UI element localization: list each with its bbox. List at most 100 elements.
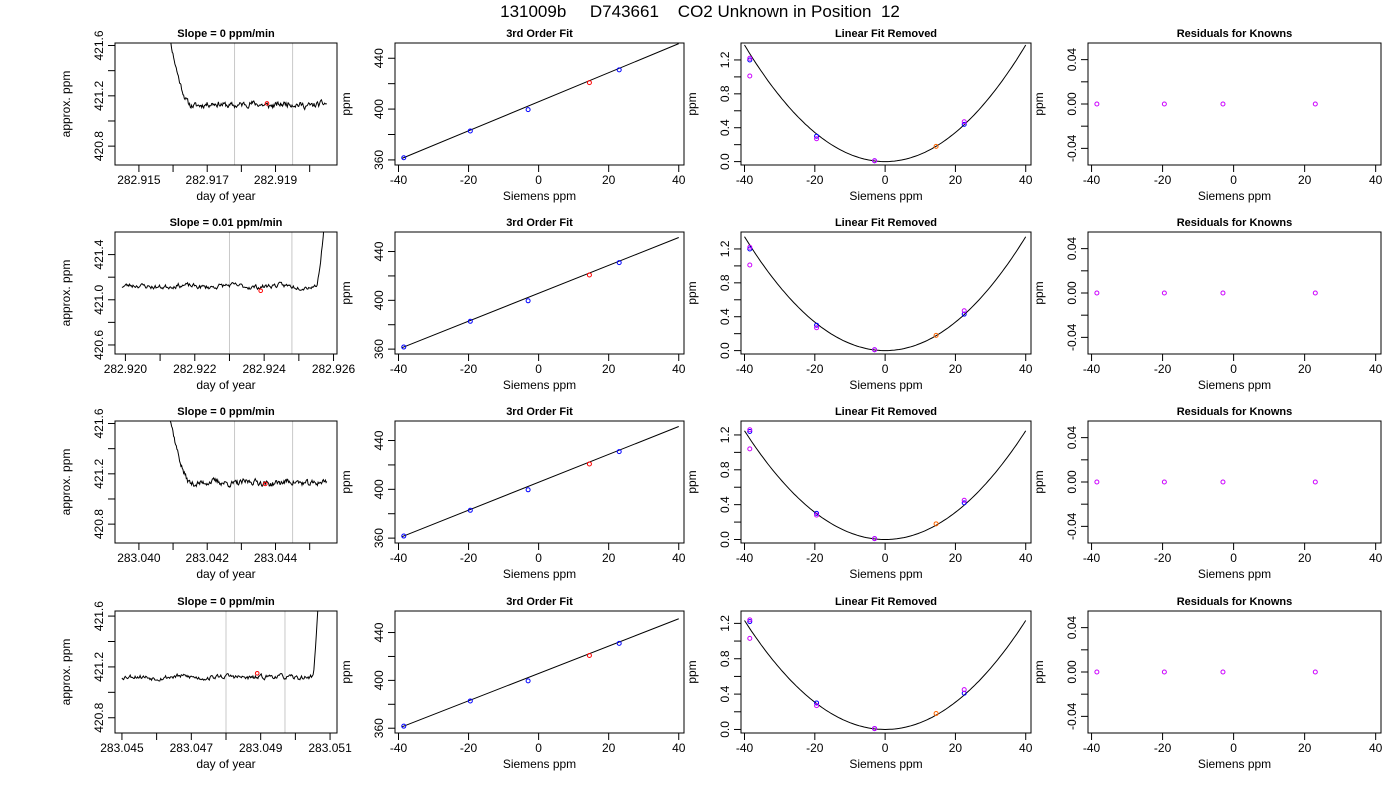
- panel-title: 3rd Order Fit: [506, 406, 573, 418]
- data-point: [961, 311, 967, 317]
- y-axis-label: ppm: [685, 281, 699, 304]
- x-tick-label: 20: [602, 741, 616, 755]
- y-tick-label: 421.2: [92, 652, 106, 682]
- data-point: [616, 67, 622, 73]
- x-tick-label: 0: [535, 173, 542, 187]
- chart-panel-16-residuals: Residuals for Knowns Siemens ppm ppm -40 -20…: [1032, 596, 1383, 771]
- data-point: [961, 497, 967, 503]
- x-axis-label: day of year: [196, 378, 255, 392]
- plot-area: [169, 421, 328, 543]
- data-point: [1220, 290, 1226, 296]
- x-tick-label: 20: [602, 551, 616, 565]
- data-point: [586, 652, 592, 658]
- y-tick-label: 360: [372, 528, 386, 548]
- data-point: [401, 344, 407, 350]
- chart-panel-15-linear-removed: Linear Fit Removed Siemens ppm ppm -40 -20 0 2…: [685, 596, 1033, 771]
- plot-area: [401, 618, 679, 729]
- y-tick-label: 420.8: [92, 131, 106, 161]
- data-point: [961, 119, 967, 125]
- y-tick-label: 1.2: [718, 51, 732, 68]
- x-tick-label: 40: [1369, 173, 1383, 187]
- data-point: [1161, 290, 1167, 296]
- x-tick-label: 282.922: [173, 362, 217, 376]
- x-tick-label: -20: [460, 741, 478, 755]
- y-tick-label: 0.00: [1065, 281, 1079, 305]
- data-point: [616, 260, 622, 266]
- plot-frame: [114, 231, 338, 355]
- x-tick-label: 0: [882, 741, 889, 755]
- y-tick-label: 1.2: [718, 240, 732, 257]
- data-point: [961, 687, 967, 693]
- y-tick-label: 400: [372, 670, 386, 690]
- plot-area: [401, 426, 679, 539]
- x-tick-label: -40: [390, 173, 408, 187]
- data-point: [467, 318, 473, 324]
- plot-area: [170, 43, 327, 165]
- y-axis-label: ppm: [1032, 92, 1046, 115]
- data-point: [616, 449, 622, 455]
- x-tick-label: -40: [390, 741, 408, 755]
- plot-area: [1094, 290, 1318, 296]
- x-tick-label: 20: [949, 741, 963, 755]
- x-tick-label: -40: [390, 362, 408, 376]
- chart-panel-11-linear-removed: Linear Fit Removed Siemens ppm ppm -40 -20 0 2…: [685, 406, 1033, 581]
- plot-frame: [394, 420, 685, 544]
- data-point: [1312, 669, 1318, 675]
- data-point: [1161, 479, 1167, 485]
- x-tick-label: 0: [535, 741, 542, 755]
- panel-title: Residuals for Knowns: [1177, 28, 1293, 40]
- data-point: [1094, 479, 1100, 485]
- plot-frame: [740, 420, 1032, 544]
- y-tick-label: 0.04: [1065, 48, 1079, 72]
- plot-frame: [1087, 42, 1382, 166]
- x-tick-label: -20: [806, 551, 824, 565]
- data-point: [525, 298, 531, 304]
- x-axis-label: day of year: [196, 757, 255, 771]
- x-axis-label: Siemens ppm: [1198, 378, 1271, 392]
- x-tick-label: 283.047: [170, 741, 214, 755]
- data-point: [814, 322, 820, 328]
- plot-frame: [114, 420, 338, 544]
- panel-title: Linear Fit Removed: [835, 28, 937, 40]
- x-tick-label: 40: [672, 173, 686, 187]
- data-point: [747, 73, 753, 79]
- data-point: [586, 80, 592, 86]
- y-axis-label: ppm: [685, 660, 699, 683]
- data-point: [872, 726, 878, 732]
- data-point: [872, 347, 878, 353]
- x-tick-label: 0: [535, 551, 542, 565]
- x-tick-label: 20: [949, 173, 963, 187]
- data-point: [814, 703, 820, 709]
- data-point: [933, 521, 939, 527]
- y-tick-label: 421.6: [92, 601, 106, 631]
- x-tick-label: 20: [602, 173, 616, 187]
- y-tick-label: 420.8: [92, 702, 106, 732]
- plot-area: [744, 427, 1027, 542]
- x-tick-label: 40: [1019, 362, 1033, 376]
- x-axis-label: day of year: [196, 189, 255, 203]
- data-point: [961, 121, 967, 127]
- data-point: [814, 512, 820, 518]
- x-tick-label: 40: [672, 551, 686, 565]
- data-point: [1094, 669, 1100, 675]
- x-tick-label: -40: [1083, 551, 1101, 565]
- y-tick-label: 0.4: [718, 685, 732, 702]
- plot-area: [401, 237, 679, 350]
- x-tick-label: -40: [736, 362, 754, 376]
- data-point: [747, 446, 753, 452]
- y-tick-label: 0.00: [1065, 660, 1079, 684]
- y-tick-label: 420.6: [92, 330, 106, 360]
- x-tick-label: 0: [1230, 362, 1237, 376]
- x-tick-label: -20: [1154, 741, 1172, 755]
- y-tick-label: -0.04: [1065, 134, 1079, 162]
- data-point: [933, 143, 939, 149]
- x-tick-label: -20: [460, 551, 478, 565]
- x-tick-label: 283.049: [239, 741, 283, 755]
- y-tick-label: -0.04: [1065, 323, 1079, 351]
- x-tick-label: -20: [1154, 551, 1172, 565]
- x-tick-label: 20: [1298, 551, 1312, 565]
- data-point: [1312, 101, 1318, 107]
- plot-frame: [394, 231, 685, 355]
- data-point: [401, 723, 407, 729]
